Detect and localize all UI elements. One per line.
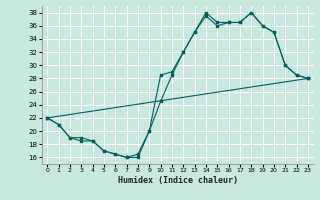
X-axis label: Humidex (Indice chaleur): Humidex (Indice chaleur) (118, 176, 237, 185)
